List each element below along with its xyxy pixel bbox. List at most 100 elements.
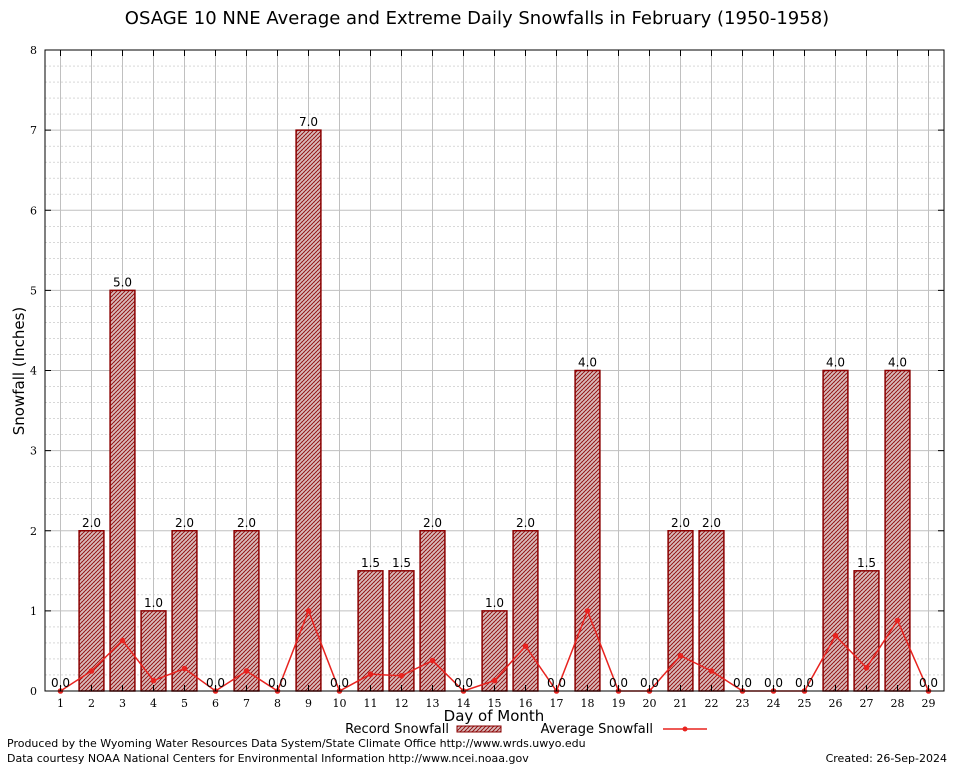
x-tick-label: 27 [860, 697, 874, 710]
average-point [119, 637, 126, 644]
bar-value-label: 4.0 [888, 356, 907, 370]
x-tick-label: 18 [581, 697, 595, 710]
average-point [584, 608, 591, 614]
x-tick-label: 25 [798, 697, 812, 710]
record-bar [481, 610, 508, 692]
x-tick-label: 26 [829, 697, 843, 710]
bar-value-label: 0.0 [795, 676, 814, 690]
y-tick-label: 2 [30, 525, 37, 538]
y-tick-label: 4 [30, 365, 37, 378]
bar-value-label: 1.0 [485, 596, 504, 610]
x-tick-label: 2 [88, 697, 95, 710]
bar-value-label: 1.0 [144, 596, 163, 610]
legend: Record Snowfall Average Snowfall [345, 722, 707, 737]
y-tick-label: 0 [30, 685, 37, 698]
average-point [708, 668, 715, 674]
record-bars [78, 129, 911, 692]
record-bar [357, 570, 384, 692]
average-point [832, 632, 839, 639]
bar-value-label: 0.0 [454, 676, 473, 690]
bar-value-label: 0.0 [51, 676, 70, 690]
record-bar [109, 289, 136, 692]
average-point [429, 657, 436, 664]
bar-value-label: 7.0 [299, 115, 318, 129]
average-point [491, 677, 498, 684]
bar-value-label: 2.0 [175, 516, 194, 530]
bar-value-label: 2.0 [237, 516, 256, 530]
x-tick-label: 17 [550, 697, 564, 710]
record-bar [78, 530, 105, 692]
bar-value-label: 0.0 [764, 676, 783, 690]
record-bar [698, 530, 725, 692]
x-tick-label: 21 [674, 697, 688, 710]
average-point [88, 668, 95, 674]
chart-title: OSAGE 10 NNE Average and Extreme Daily S… [124, 8, 830, 29]
x-tick-label: 3 [119, 697, 126, 710]
x-tick-label: 22 [705, 697, 719, 710]
record-bar [822, 369, 849, 692]
y-tick-label: 7 [30, 124, 37, 137]
bar-value-label: 0.0 [640, 676, 659, 690]
x-tick-label: 8 [274, 697, 281, 710]
record-bar [667, 530, 694, 692]
y-tick-label: 5 [30, 284, 37, 297]
legend-average-label: Average Snowfall [541, 722, 653, 737]
bar-value-label: 2.0 [516, 516, 535, 530]
average-point [677, 652, 684, 659]
x-tick-label: 12 [395, 697, 409, 710]
bar-value-label: 4.0 [826, 356, 845, 370]
x-tick-label: 28 [891, 697, 905, 710]
record-bar [853, 570, 880, 692]
record-bar [574, 369, 601, 692]
bar-value-label: 0.0 [268, 676, 287, 690]
record-bar [388, 570, 415, 692]
x-tick-label: 1 [57, 697, 64, 710]
average-point [522, 643, 529, 649]
y-tick-label: 1 [30, 605, 37, 618]
x-tick-label: 9 [305, 697, 312, 710]
record-bar [233, 530, 260, 692]
footer-data-courtesy: Data courtesy NOAA National Centers for … [7, 752, 529, 765]
record-bar [295, 129, 322, 692]
bar-value-label: 1.5 [857, 556, 876, 570]
y-tick-label: 8 [30, 44, 37, 57]
average-point [894, 617, 901, 624]
bar-value-label: 1.5 [392, 556, 411, 570]
bar-value-label: 4.0 [578, 356, 597, 370]
bar-value-label: 0.0 [547, 676, 566, 690]
average-point [305, 608, 312, 614]
average-point [243, 668, 250, 674]
average-point [150, 677, 157, 684]
x-tick-label: 10 [333, 697, 347, 710]
bar-value-label: 1.5 [361, 556, 380, 570]
average-point [863, 664, 870, 671]
x-tick-label: 24 [767, 697, 781, 710]
footer-created: Created: 26-Sep-2024 [825, 752, 947, 765]
x-tick-label: 20 [643, 697, 657, 710]
average-point [181, 665, 188, 672]
x-tick-label: 14 [457, 697, 471, 710]
x-tick-label: 6 [212, 697, 219, 710]
record-bar [419, 530, 446, 692]
x-tick-label: 23 [736, 697, 750, 710]
bar-value-label: 2.0 [702, 516, 721, 530]
x-tick-label: 29 [922, 697, 936, 710]
x-tick-label: 11 [364, 697, 378, 710]
x-tick-label: 15 [488, 697, 502, 710]
bar-value-label: 2.0 [423, 516, 442, 530]
x-axis-label: Day of Month [444, 707, 545, 725]
legend-record-swatch [456, 725, 502, 733]
bar-value-label: 0.0 [609, 676, 628, 690]
x-tick-label: 16 [519, 697, 533, 710]
bar-value-label: 2.0 [671, 516, 690, 530]
average-point [398, 672, 405, 679]
bar-value-label: 5.0 [113, 275, 132, 289]
legend-record-label: Record Snowfall [345, 722, 449, 737]
x-tick-label: 4 [150, 697, 157, 710]
y-axis-label: Snowfall (Inches) [10, 307, 28, 435]
average-point [367, 671, 374, 677]
x-tick-label: 5 [181, 697, 188, 710]
bar-labels: 0.0 2.0 5.0 1.0 2.0 0.0 2.0 0.0 7.0 0.0 1.5 1.5 2.0 0… [51, 115, 938, 690]
